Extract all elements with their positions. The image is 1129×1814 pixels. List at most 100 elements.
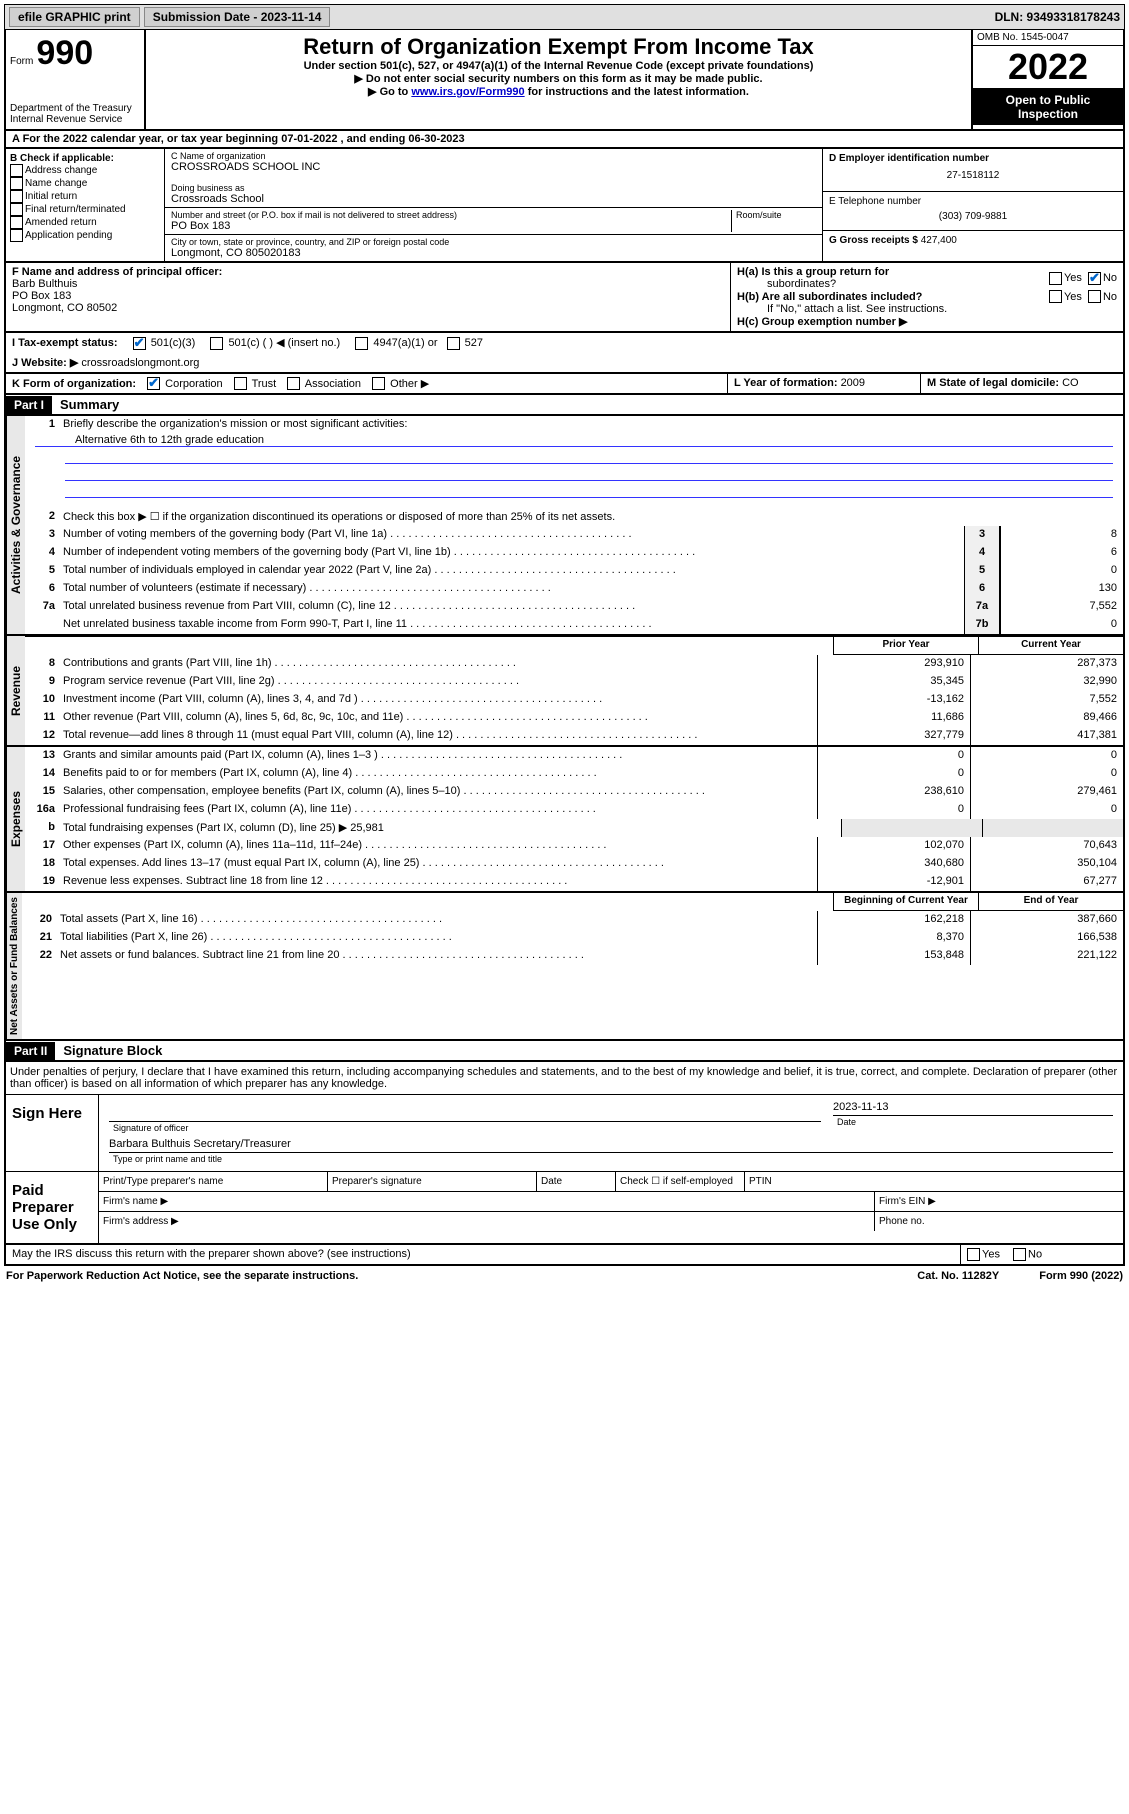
tax-year-end: 06-30-2023 [408,133,464,145]
opt-assoc: Association [305,378,361,390]
opt-other: Other ▶ [390,378,429,390]
irs-link[interactable]: www.irs.gov/Form990 [411,86,524,98]
opt-4947: 4947(a)(1) or [373,337,437,349]
efile-button[interactable]: efile GRAPHIC print [9,7,140,27]
officer-addr1: PO Box 183 [12,290,724,302]
firm-ein-label: Firm's EIN ▶ [875,1192,1123,1211]
opt-amended: Amended return [25,217,97,228]
row-klm: K Form of organization: Corporation Trus… [4,374,1125,396]
discuss-no: No [1028,1249,1042,1261]
col-right: D Employer identification number 27-1518… [823,149,1123,261]
checkbox-discuss-no[interactable] [1013,1248,1026,1261]
phone-label: E Telephone number [829,196,1117,207]
city-value: Longmont, CO 805020183 [171,247,816,259]
checkbox-corp[interactable] [147,377,160,390]
line-2-desc: Check this box ▶ ☐ if the organization d… [61,508,1123,526]
row-i: I Tax-exempt status: 501(c)(3) 501(c) ( … [4,333,1125,353]
hdr-prior-year: Prior Year [833,637,978,655]
row-a-mid: , and ending [341,133,409,145]
hc-label: H(c) Group exemption number ▶ [737,315,1117,328]
gross-label: G Gross receipts $ [829,235,921,246]
submission-date-button[interactable]: Submission Date - 2023-11-14 [144,7,331,27]
hb-note: If "No," attach a list. See instructions… [737,303,1117,315]
checkbox-ha-no[interactable] [1088,272,1101,285]
org-name-label: C Name of organization [171,151,816,161]
subtitle-1: Under section 501(c), 527, or 4947(a)(1)… [154,60,963,72]
hb-no: No [1103,291,1117,303]
checkbox-address-change[interactable] [10,164,23,177]
dba-label: Doing business as [171,183,816,193]
opt-trust: Trust [252,378,277,390]
checkbox-amended[interactable] [10,216,23,229]
form-label: Form [10,56,33,67]
firm-name-label: Firm's name ▶ [99,1192,875,1211]
hdr-current-year: Current Year [978,637,1123,655]
ha-label2: subordinates? [737,278,836,290]
gross-value: 427,400 [921,235,957,246]
org-name: CROSSROADS SCHOOL INC [171,161,816,173]
part-i-tag: Part I [6,396,52,414]
signature-block: Under penalties of perjury, I declare th… [4,1062,1125,1245]
addr-label: Number and street (or P.O. box if mail i… [171,210,731,220]
checkbox-trust[interactable] [234,377,247,390]
checkbox-discuss-yes[interactable] [967,1248,980,1261]
checkbox-ha-yes[interactable] [1049,272,1062,285]
checkbox-501c[interactable] [210,337,223,350]
open-public-2: Inspection [977,107,1119,121]
checkbox-assoc[interactable] [287,377,300,390]
mission-line-2 [65,449,1113,464]
checkbox-name-change[interactable] [10,177,23,190]
ein-label: D Employer identification number [829,153,1117,164]
room-label: Room/suite [736,210,816,220]
opt-final-return: Final return/terminated [25,204,126,215]
checkbox-501c3[interactable] [133,337,146,350]
dept-label: Department of the Treasury [10,103,140,114]
hb-yes: Yes [1064,291,1082,303]
line-16b-desc: Total fundraising expenses (Part IX, col… [63,822,347,834]
section-expenses: Expenses 13Grants and similar amounts pa… [4,747,1125,893]
checkbox-final-return[interactable] [10,203,23,216]
city-label: City or town, state or province, country… [171,237,816,247]
checkbox-4947[interactable] [355,337,368,350]
row-discuss: May the IRS discuss this return with the… [4,1245,1125,1266]
form-title: Return of Organization Exempt From Incom… [154,34,963,60]
dba-value: Crossroads School [171,193,816,205]
ptin-label: PTIN [745,1172,1123,1191]
subtitle-2: ▶ Do not enter social security numbers o… [154,72,963,85]
checkbox-hb-no[interactable] [1088,290,1101,303]
addr-value: PO Box 183 [171,220,731,232]
opt-527: 527 [465,337,483,349]
footer: For Paperwork Reduction Act Notice, see … [4,1266,1125,1286]
checkbox-app-pending[interactable] [10,229,23,242]
tax-status-label: I Tax-exempt status: [12,337,118,349]
form-header: Form 990 Department of the Treasury Inte… [4,30,1125,131]
pra-notice: For Paperwork Reduction Act Notice, see … [6,1270,358,1282]
discuss-yes: Yes [982,1249,1000,1261]
hdr-end-year: End of Year [978,893,1123,911]
opt-app-pending: Application pending [25,230,112,241]
prep-name-label: Print/Type preparer's name [99,1172,328,1191]
tax-year: 2022 [973,46,1123,89]
website-value: crossroadslongmont.org [81,357,199,369]
top-bar: efile GRAPHIC print Submission Date - 20… [4,4,1125,30]
checkbox-527[interactable] [447,337,460,350]
open-public-1: Open to Public [977,93,1119,107]
col-c: C Name of organization CROSSROADS SCHOOL… [165,149,823,261]
firm-phone-label: Phone no. [875,1212,1123,1231]
checkbox-other[interactable] [372,377,385,390]
footer-form-num: 990 [1070,1270,1088,1282]
col-b-header: B Check if applicable: [10,153,160,164]
prep-sig-label: Preparer's signature [328,1172,537,1191]
part-ii-tag: Part II [6,1042,55,1060]
officer-name: Barb Bulthuis [12,278,724,290]
form-number: 990 [36,34,93,72]
firm-addr-label: Firm's address ▶ [99,1212,875,1231]
paid-preparer-label: Paid Preparer Use Only [6,1172,99,1243]
opt-corp: Corporation [165,378,222,390]
part-ii-title: Signature Block [55,1041,170,1060]
sig-officer-label: Signature of officer [109,1121,821,1134]
checkbox-initial-return[interactable] [10,190,23,203]
checkbox-hb-yes[interactable] [1049,290,1062,303]
opt-501c3: 501(c)(3) [151,337,196,349]
may-discuss-label: May the IRS discuss this return with the… [12,1248,411,1260]
